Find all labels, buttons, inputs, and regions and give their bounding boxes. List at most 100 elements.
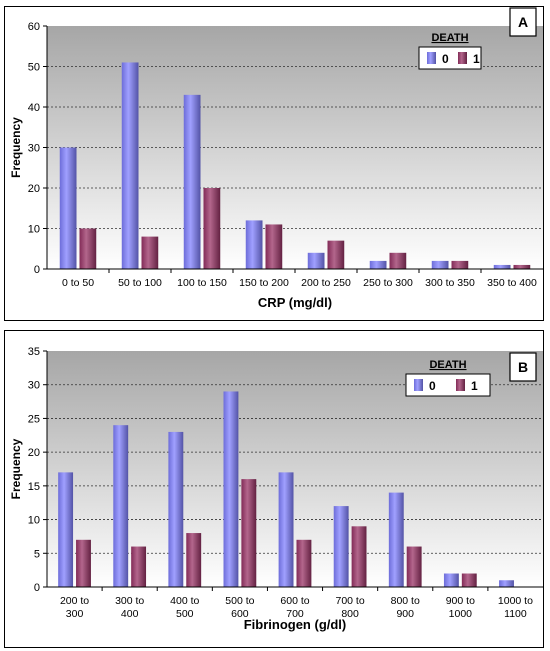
y-tick-label: 15 — [28, 481, 40, 493]
bar — [443, 573, 459, 587]
x-tick-label-line: 900 to — [446, 595, 475, 607]
x-tick-label-line: 1000 to — [498, 595, 533, 607]
y-axis-title: Frequency — [9, 117, 23, 178]
panel-label: B — [518, 359, 528, 375]
bar — [278, 472, 294, 587]
legend-swatch — [427, 52, 436, 64]
legend-swatch — [458, 52, 467, 64]
y-tick-label: 60 — [28, 21, 40, 33]
panel-label-box — [509, 7, 537, 37]
legend-title: DEATH — [429, 359, 466, 371]
bar — [131, 546, 147, 587]
x-tick-label: 250 to 300 — [363, 277, 413, 289]
bar — [493, 264, 511, 269]
legend-entry: 0 — [442, 52, 449, 66]
x-tick-label: 300 to 400 — [115, 595, 144, 620]
legend-title: DEATH — [431, 32, 468, 44]
y-tick-label: 5 — [34, 548, 40, 560]
y-tick-label: 0 — [34, 582, 40, 594]
x-tick-label-line: 700 — [286, 608, 304, 620]
bar — [58, 472, 74, 587]
x-tick-label-line: 1000 — [449, 608, 473, 620]
legend-box — [405, 373, 491, 397]
y-tick-label: 40 — [28, 102, 40, 114]
x-tick-label-line: 400 — [121, 608, 139, 620]
fibrinogen-chart-panel: 0 5 10 15 20 25 30 35 200 to 300 300 to 400 400 to 50… — [4, 330, 544, 648]
bar — [59, 147, 77, 269]
x-tick-label: 400 to 500 — [170, 595, 199, 620]
y-tick-label: 20 — [28, 183, 40, 195]
x-tick-label-line: 200 to — [60, 595, 89, 607]
bar — [245, 220, 263, 269]
x-axis-title: CRP (mg/dl) — [258, 295, 332, 310]
bar — [223, 391, 239, 587]
y-axis-title: Frequency — [9, 438, 23, 499]
x-axis-title: Fibrinogen (g/dl) — [244, 617, 347, 632]
y-tick-label: 25 — [28, 413, 40, 425]
y-tick-label: 30 — [28, 380, 40, 392]
bar — [186, 533, 202, 587]
legend-swatch — [414, 379, 423, 391]
x-tick-label: 0 to 50 — [62, 277, 94, 289]
legend-entry: 1 — [473, 52, 480, 66]
y-tick-label: 0 — [34, 264, 40, 276]
bar — [431, 260, 449, 269]
bar — [113, 425, 129, 587]
y-tick-label: 35 — [28, 346, 40, 358]
bar — [296, 539, 312, 587]
x-tick-label: 300 to 350 — [425, 277, 475, 289]
bar — [406, 546, 422, 587]
bar — [513, 264, 531, 269]
bar — [451, 260, 469, 269]
y-tick-label: 50 — [28, 62, 40, 74]
y-tick-label: 10 — [28, 515, 40, 527]
y-tick-label: 10 — [28, 224, 40, 236]
x-tick-label: 800 to 900 — [391, 595, 420, 620]
x-tick-label-line: 1100 — [504, 608, 527, 620]
bar — [121, 62, 139, 270]
bar — [389, 252, 407, 269]
panel-label-box — [509, 352, 537, 382]
x-tick-label-line: 600 to — [280, 595, 309, 607]
crp-chart-panel: 0 10 20 30 40 50 60 0 to 50 50 to 100 100 to 150 1… — [4, 6, 544, 321]
bar — [307, 252, 325, 269]
legend-entry: 1 — [471, 379, 478, 393]
x-tick-label-line: 700 to — [336, 595, 365, 607]
x-tick-label: 700 to 800 — [336, 595, 365, 620]
x-tick-label: 600 to 700 — [280, 595, 309, 620]
bar — [265, 224, 283, 269]
y-tick-label: 30 — [28, 143, 40, 155]
bar — [76, 539, 91, 587]
x-tick-label-line: 500 — [176, 608, 194, 620]
x-tick-label-line: 300 — [66, 608, 84, 620]
x-tick-label-line: 500 to — [225, 595, 254, 607]
bar — [79, 228, 97, 269]
legend-swatch — [456, 379, 465, 391]
bar — [499, 580, 514, 587]
x-tick-label: 50 to 100 — [118, 277, 162, 289]
bar — [183, 94, 201, 269]
bar — [351, 526, 367, 587]
bar — [369, 260, 387, 269]
x-tick-label: 200 to 250 — [301, 277, 351, 289]
x-tick-label: 350 to 400 — [487, 277, 537, 289]
bar — [461, 573, 477, 587]
x-tick-label: 100 to 150 — [177, 277, 227, 289]
bar — [333, 506, 349, 587]
bar — [388, 492, 404, 587]
bar — [241, 479, 257, 587]
x-tick-label-line: 300 to — [115, 595, 144, 607]
x-tick-label: 1000 to 1100 — [498, 595, 533, 620]
x-tick-label-line: 900 — [396, 608, 414, 620]
x-tick-label-line: 800 — [341, 608, 359, 620]
x-tick-label-line: 800 to — [391, 595, 420, 607]
legend-entry: 0 — [429, 379, 436, 393]
y-tick-label: 20 — [28, 447, 40, 459]
x-tick-label: 200 to 300 — [60, 595, 89, 620]
bar — [168, 431, 184, 587]
panel-label: A — [518, 14, 528, 30]
bar — [327, 240, 345, 269]
x-tick-label: 900 to 1000 — [446, 595, 475, 620]
